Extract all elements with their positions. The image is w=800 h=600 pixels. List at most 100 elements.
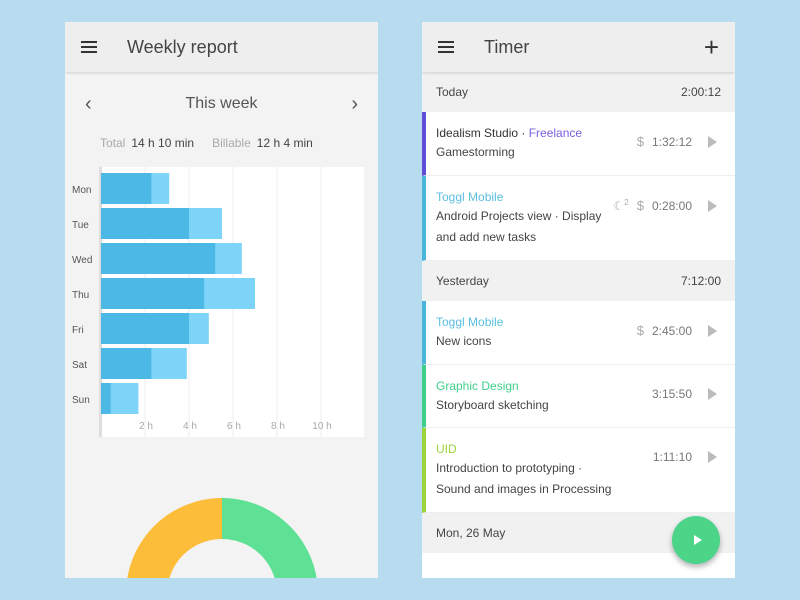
add-icon[interactable]: +: [703, 32, 719, 62]
continue-play-icon[interactable]: [708, 199, 717, 212]
y-tick-label: Tue: [72, 220, 89, 231]
app-bar: Timer +: [422, 22, 735, 72]
start-timer-button[interactable]: [672, 516, 720, 564]
project-donut-chart: [127, 498, 317, 578]
total-label: Total: [100, 136, 126, 150]
day-label: Today: [436, 85, 469, 99]
continue-play-icon[interactable]: [708, 451, 717, 463]
project-name: Graphic Design: [436, 379, 519, 393]
entry-meta: $1:32:12: [637, 134, 717, 149]
entry-duration: 0:28:00: [651, 198, 692, 213]
entry-meta: ☾2 $0:28:00: [613, 198, 717, 213]
billable-icon: $: [636, 323, 644, 338]
bar-sun: [110, 383, 139, 414]
entry-meta: $2:45:00: [637, 323, 717, 338]
app-bar: Weekly report: [65, 22, 378, 72]
entry-description: Storyboard sketching: [436, 398, 549, 412]
time-entry-list: Today 2:00:12 Idealism Studio · Freelance G…: [422, 72, 735, 553]
x-tick-label: 4 h: [183, 421, 197, 432]
entry-description: Android Projects view · Display and add …: [436, 209, 602, 244]
bar-fri: [189, 313, 209, 344]
time-entry[interactable]: UID Introduction to prototyping · Sound a…: [422, 428, 735, 513]
project-line: Idealism Studio · Freelance: [436, 126, 735, 140]
client-name: Idealism Studio: [436, 126, 519, 140]
chevron-left-icon[interactable]: ‹: [85, 92, 92, 115]
continue-play-icon[interactable]: [708, 135, 717, 148]
entry-description: Gamestorming: [436, 145, 515, 159]
entry-duration: 1:32:12: [651, 134, 692, 149]
y-tick-label: Fri: [72, 325, 84, 336]
weekly-bar-chart: 2 h 4 h 6 h 8 h 10 h Mon Tue Wed Thu Fri Sat Sun: [72, 167, 364, 437]
x-tick-label: 6 h: [227, 421, 241, 432]
entry-description: New icons: [436, 334, 492, 348]
x-tick-label: 2 h: [139, 421, 153, 432]
entry-duration: 2:45:00: [651, 323, 692, 338]
subtask-count: 2: [624, 198, 629, 207]
separator: ·: [518, 126, 529, 140]
project-name: Toggl Mobile: [436, 315, 504, 329]
week-navigator: ‹ This week ›: [65, 72, 378, 136]
continue-play-icon[interactable]: [708, 324, 717, 337]
bar-mon: [101, 173, 152, 204]
project-line: Toggl Mobile: [436, 315, 735, 329]
continue-play-icon[interactable]: [708, 388, 717, 400]
billable-icon: $: [636, 134, 644, 149]
day-label: Mon, 26 May: [436, 526, 506, 540]
subtasks-icon: ☾2: [613, 198, 629, 213]
bar-sun: [101, 383, 111, 414]
y-tick-label: Sat: [72, 360, 87, 371]
day-header: Today 2:00:12: [422, 72, 735, 112]
menu-icon[interactable]: [81, 41, 97, 53]
bar-thu: [101, 278, 205, 309]
time-entry[interactable]: Toggl Mobile Android Projects view · Disp…: [422, 176, 735, 261]
bar-wed: [101, 243, 216, 274]
y-axis: [99, 167, 102, 437]
x-tick-label: 8 h: [271, 421, 285, 432]
day-total: 7:12:00: [680, 274, 721, 288]
billable-label: Billable: [212, 136, 251, 150]
bar-wed: [215, 243, 242, 274]
project-name: Freelance: [528, 126, 583, 140]
project-line: UID: [436, 442, 735, 456]
day-label: Yesterday: [436, 274, 489, 288]
y-tick-label: Sun: [72, 395, 90, 406]
totals-summary: Total 14 h 10 min Billable 12 h 4 min: [100, 136, 378, 150]
donut-segment: [127, 498, 222, 578]
period-label: This week: [185, 95, 258, 112]
weekly-report-screen: Weekly report ‹ This week › Total 14 h 10…: [65, 22, 378, 578]
total-value: 14 h 10 min: [131, 136, 195, 150]
bar-sat: [101, 348, 152, 379]
project-name: UID: [436, 442, 457, 456]
billable-value: 12 h 4 min: [256, 136, 313, 150]
bar-mon: [151, 173, 170, 204]
time-entry[interactable]: Idealism Studio · Freelance Gamestorming $…: [422, 112, 735, 176]
entry-meta: 1:11:10: [653, 450, 717, 464]
billable-icon: $: [636, 198, 644, 213]
page-title: Weekly report: [127, 36, 238, 57]
day-header: Yesterday 7:12:00: [422, 261, 735, 301]
entry-description: Introduction to prototyping · Sound and …: [436, 461, 612, 496]
menu-icon[interactable]: [438, 41, 454, 53]
entry-duration: 1:11:10: [652, 450, 692, 464]
bar-tue: [101, 208, 189, 239]
time-entry[interactable]: Toggl Mobile New icons $2:45:00: [422, 301, 735, 365]
bar-sat: [151, 348, 187, 379]
project-name: Toggl Mobile: [436, 190, 504, 204]
bar-thu: [204, 278, 255, 309]
bar-fri: [101, 313, 189, 344]
time-entry[interactable]: Graphic Design Storyboard sketching 3:15:5…: [422, 365, 735, 428]
donut-segment: [222, 498, 317, 578]
page-title: Timer: [484, 36, 530, 57]
timer-screen: Timer + Today 2:00:12 Idealism Studio · Fr…: [422, 22, 735, 578]
entry-meta: 3:15:50: [652, 387, 717, 401]
y-tick-label: Wed: [72, 255, 92, 266]
play-icon: [693, 535, 702, 545]
chevron-right-icon[interactable]: ›: [351, 92, 358, 115]
y-tick-label: Thu: [72, 290, 89, 301]
bar-tue: [189, 208, 222, 239]
day-total: 2:00:12: [680, 85, 721, 99]
y-tick-label: Mon: [72, 185, 91, 196]
project-line: Toggl Mobile: [436, 190, 735, 204]
project-line: Graphic Design: [436, 379, 735, 393]
x-tick-label: 10 h: [312, 421, 331, 432]
